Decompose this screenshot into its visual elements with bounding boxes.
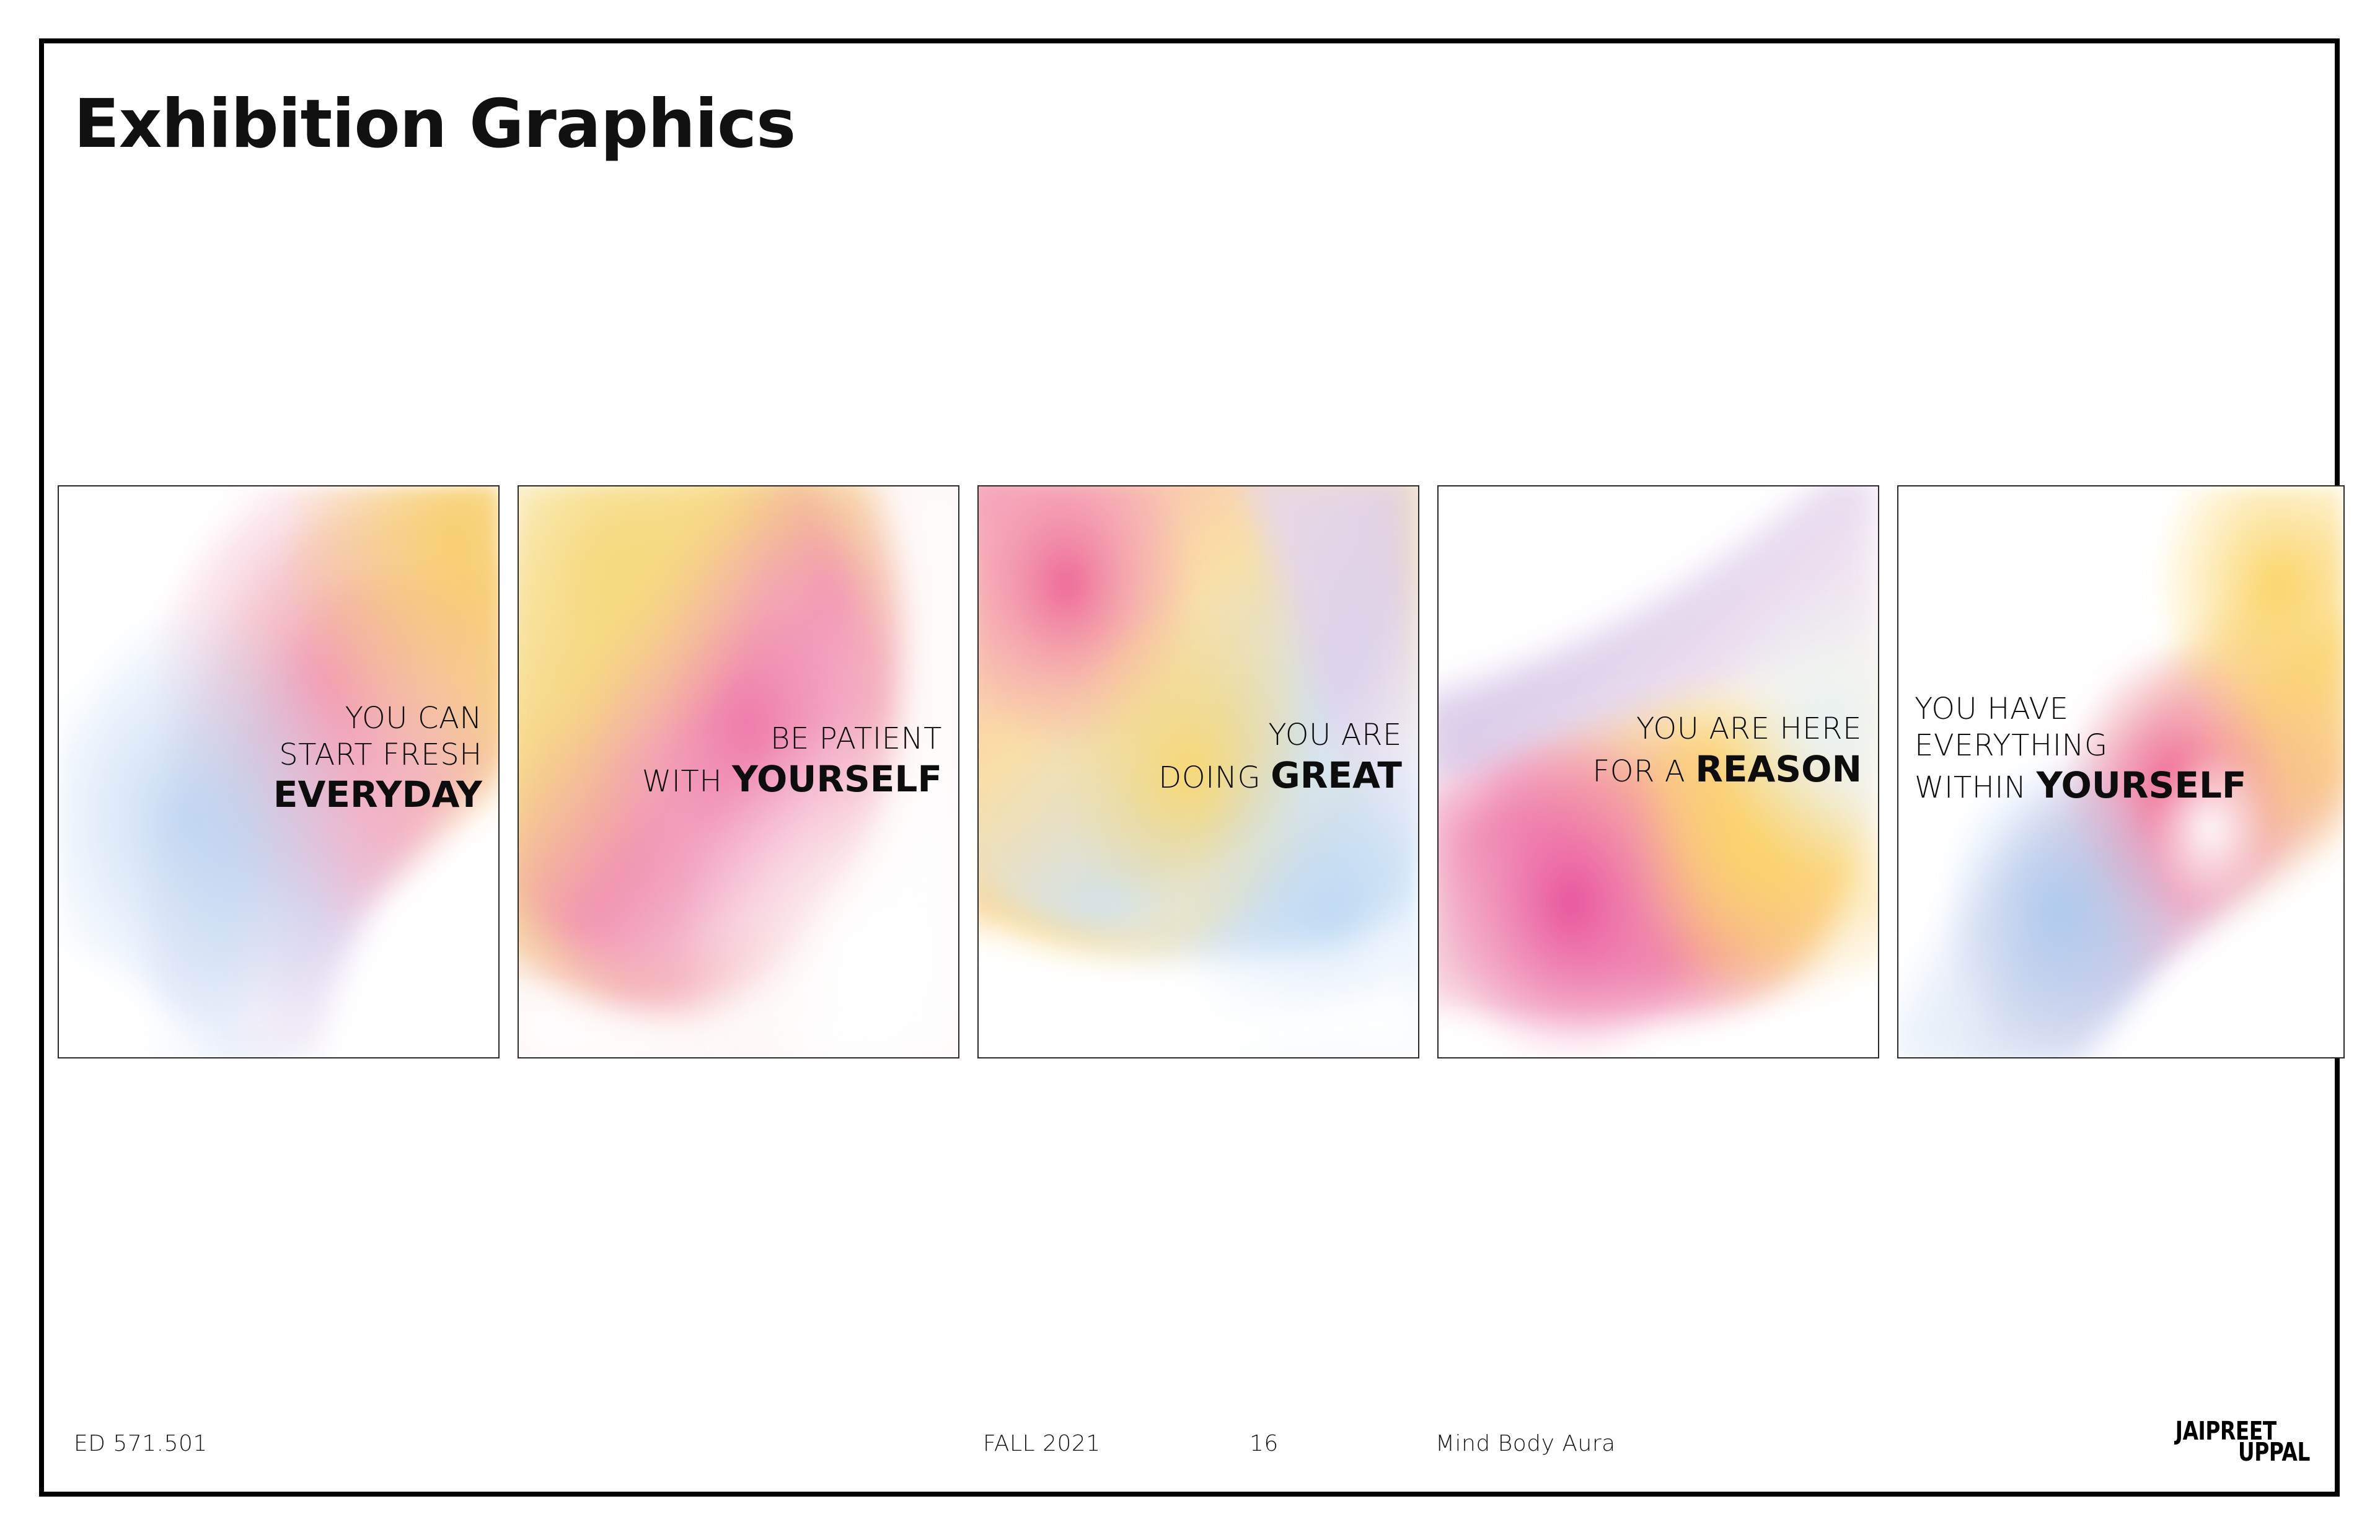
poster-1-gradient-artwork (59, 486, 498, 1057)
poster-5-line-3: WITHIN YOURSELF (1915, 763, 2327, 807)
poster-5-line-2: EVERYTHING (1915, 728, 2108, 763)
footer-term: FALL 2021 (983, 1431, 1101, 1456)
poster-4-line-2-text: FOR A (1592, 754, 1696, 789)
poster-4-line-1: YOU ARE HERE (1636, 711, 1862, 746)
poster-4-emphasis: REASON (1695, 747, 1862, 790)
poster-panel-1[interactable]: YOU CAN START FRESH EVERYDAY (58, 485, 500, 1058)
poster-3-line-2: DOING GREAT (995, 754, 1402, 798)
poster-5-copy: YOU HAVE EVERYTHING WITHIN YOURSELF (1915, 691, 2327, 807)
poster-2-gradient-artwork (519, 486, 958, 1057)
poster-panel-3[interactable]: YOU ARE DOING GREAT (977, 485, 1419, 1058)
poster-5-gradient-artwork (1898, 486, 2343, 1057)
poster-1-copy: YOU CAN START FRESH EVERYDAY (75, 700, 482, 817)
poster-3-emphasis: GREAT (1271, 754, 1402, 796)
footer-course-code: ED 571.501 (74, 1431, 208, 1456)
poster-2-copy: BE PATIENT WITH YOURSELF (535, 721, 942, 801)
poster-3-line-1: YOU ARE (1268, 718, 1402, 752)
poster-5-line-3-text: WITHIN (1915, 770, 2037, 806)
poster-2-line-2-text: WITH (641, 763, 733, 799)
poster-3-line-2-text: DOING (1158, 760, 1271, 795)
poster-2-line-1: BE PATIENT (770, 721, 942, 756)
slide-frame: Exhibition Graphics (39, 38, 2345, 1497)
jaipreet-uppal-logo: JAIPREET UPPAL (2112, 1412, 2310, 1472)
poster-2-emphasis: YOURSELF (732, 757, 942, 800)
slide-footer: ED 571.501 FALL 2021 16 Mind Body Aura J… (44, 1416, 2335, 1469)
poster-panel-4[interactable]: YOU ARE HERE FOR A REASON (1437, 485, 1879, 1058)
footer-project-name: Mind Body Aura (1435, 1431, 1616, 1456)
footer-page-number: 16 (1250, 1431, 1279, 1456)
poster-2-line-2: WITH YOURSELF (535, 757, 942, 801)
poster-3-gradient-artwork (979, 486, 1418, 1057)
exhibition-poster-strip: YOU CAN START FRESH EVERYDAY (58, 485, 2345, 1058)
poster-1-emphasis: EVERYDAY (273, 773, 482, 816)
poster-1-line-3: EVERYDAY (75, 773, 482, 817)
poster-4-line-2: FOR A REASON (1455, 747, 1862, 791)
poster-4-gradient-artwork (1439, 486, 1878, 1057)
page-title: Exhibition Graphics (74, 86, 796, 163)
poster-5-emphasis: YOURSELF (2036, 764, 2247, 807)
poster-4-copy: YOU ARE HERE FOR A REASON (1455, 711, 1862, 791)
logo-line-last-name: UPPAL (2238, 1437, 2310, 1467)
poster-1-line-2: START FRESH (279, 737, 482, 772)
logo-line-first-name: JAIPREET (2175, 1416, 2276, 1446)
poster-1-line-1: YOU CAN (345, 701, 482, 736)
poster-panel-2[interactable]: BE PATIENT WITH YOURSELF (518, 485, 959, 1058)
poster-5-line-1: YOU HAVE (1915, 692, 2069, 726)
poster-3-copy: YOU ARE DOING GREAT (995, 717, 1402, 797)
poster-panel-5[interactable]: YOU HAVE EVERYTHING WITHIN YOURSELF (1897, 485, 2345, 1058)
